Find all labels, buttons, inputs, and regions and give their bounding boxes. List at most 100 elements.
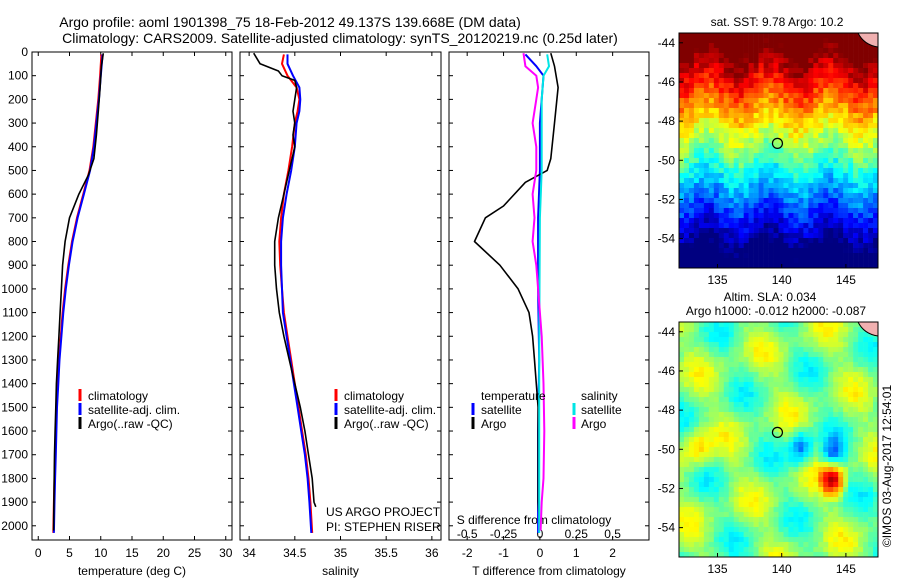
map-cell bbox=[679, 542, 685, 548]
map-cell bbox=[713, 482, 720, 488]
map-cell bbox=[768, 73, 774, 79]
map-cell bbox=[798, 417, 804, 423]
map-cell bbox=[713, 322, 720, 328]
map-cell bbox=[693, 462, 700, 468]
map-cell bbox=[823, 342, 829, 348]
map-cell bbox=[738, 103, 744, 109]
map-cell bbox=[748, 332, 754, 338]
map-cell bbox=[713, 442, 720, 448]
map-cell bbox=[713, 223, 720, 229]
map-cell bbox=[758, 477, 764, 483]
map-cell bbox=[798, 477, 804, 483]
map-cell bbox=[853, 492, 859, 498]
map-cell bbox=[858, 113, 864, 119]
map-cell bbox=[873, 113, 879, 119]
map-cell bbox=[679, 93, 685, 99]
map-cell bbox=[683, 203, 690, 209]
map-cell bbox=[853, 442, 859, 448]
map-cell bbox=[838, 108, 844, 114]
map-cell bbox=[778, 63, 784, 69]
map-cell bbox=[728, 407, 735, 413]
map-cell bbox=[679, 522, 685, 528]
map-cell bbox=[813, 382, 819, 388]
map-cell bbox=[778, 173, 784, 179]
map-cell bbox=[838, 397, 844, 403]
map-cell bbox=[683, 492, 690, 498]
map-cell bbox=[728, 332, 735, 338]
map-cell bbox=[713, 337, 720, 343]
map-cell bbox=[858, 228, 864, 234]
map-cell bbox=[693, 248, 700, 254]
map-cell bbox=[848, 352, 854, 358]
map-cell bbox=[708, 367, 715, 373]
map-cell bbox=[808, 73, 814, 79]
map-cell bbox=[773, 243, 779, 249]
map-cell bbox=[873, 412, 879, 418]
map-cell bbox=[808, 352, 814, 358]
map-cell bbox=[818, 532, 824, 538]
map-cell bbox=[748, 148, 754, 154]
map-cell bbox=[708, 223, 715, 229]
map-cell bbox=[818, 123, 824, 129]
map-cell bbox=[693, 422, 700, 428]
map-cell bbox=[703, 168, 710, 174]
map-cell bbox=[728, 502, 735, 508]
map-cell bbox=[693, 93, 700, 99]
map-cell bbox=[733, 447, 739, 453]
map-cell bbox=[803, 253, 809, 259]
map-cell bbox=[838, 53, 844, 59]
map-cell bbox=[733, 352, 739, 358]
map-cell bbox=[713, 38, 720, 44]
map-cell bbox=[768, 83, 774, 89]
map-cell bbox=[758, 402, 764, 408]
map-cell bbox=[828, 198, 834, 204]
map-cell bbox=[718, 397, 725, 403]
y-tick-label: 1600 bbox=[1, 424, 28, 438]
map-cell bbox=[693, 38, 700, 44]
map-cell bbox=[873, 432, 879, 438]
map-cell bbox=[868, 407, 874, 413]
map-cell bbox=[713, 133, 720, 139]
map-cell bbox=[713, 108, 720, 114]
map-cell bbox=[873, 492, 879, 498]
map-cell bbox=[683, 118, 690, 124]
map-cell bbox=[733, 68, 739, 74]
map-cell bbox=[713, 258, 720, 264]
map-cell bbox=[708, 507, 715, 513]
map-cell bbox=[693, 337, 700, 343]
map-cell bbox=[798, 332, 804, 338]
map-cell bbox=[843, 38, 849, 44]
map-cell bbox=[728, 357, 735, 363]
map-cell bbox=[833, 228, 839, 234]
map-cell bbox=[683, 253, 690, 259]
map-cell bbox=[873, 357, 879, 363]
pi-annotation-line2: PI: STEPHEN RISER bbox=[326, 520, 441, 534]
map-cell bbox=[718, 193, 725, 199]
map-cell bbox=[783, 472, 789, 478]
map-cell bbox=[683, 68, 690, 74]
map-cell bbox=[803, 527, 809, 533]
map-cell bbox=[838, 68, 844, 74]
map-cell bbox=[838, 522, 844, 528]
map-cell bbox=[718, 158, 725, 164]
map-cell bbox=[733, 372, 739, 378]
map-cell bbox=[693, 352, 700, 358]
map-cell bbox=[743, 128, 749, 134]
map-cell bbox=[843, 138, 849, 144]
map-cell bbox=[698, 263, 705, 269]
map-cell bbox=[803, 113, 809, 119]
sla-map-title: Altim. SLA: 0.034 bbox=[724, 290, 817, 304]
map-cell bbox=[713, 517, 720, 523]
map-cell bbox=[743, 472, 749, 478]
map-cell bbox=[793, 168, 799, 174]
map-cell bbox=[868, 118, 874, 124]
map-cell bbox=[803, 382, 809, 388]
map-cell bbox=[758, 58, 764, 64]
map-cell bbox=[808, 552, 814, 558]
map-cell bbox=[783, 38, 789, 44]
map-cell bbox=[798, 342, 804, 348]
map-cell bbox=[718, 342, 725, 348]
map-cell bbox=[748, 367, 754, 373]
map-cell bbox=[813, 487, 819, 493]
